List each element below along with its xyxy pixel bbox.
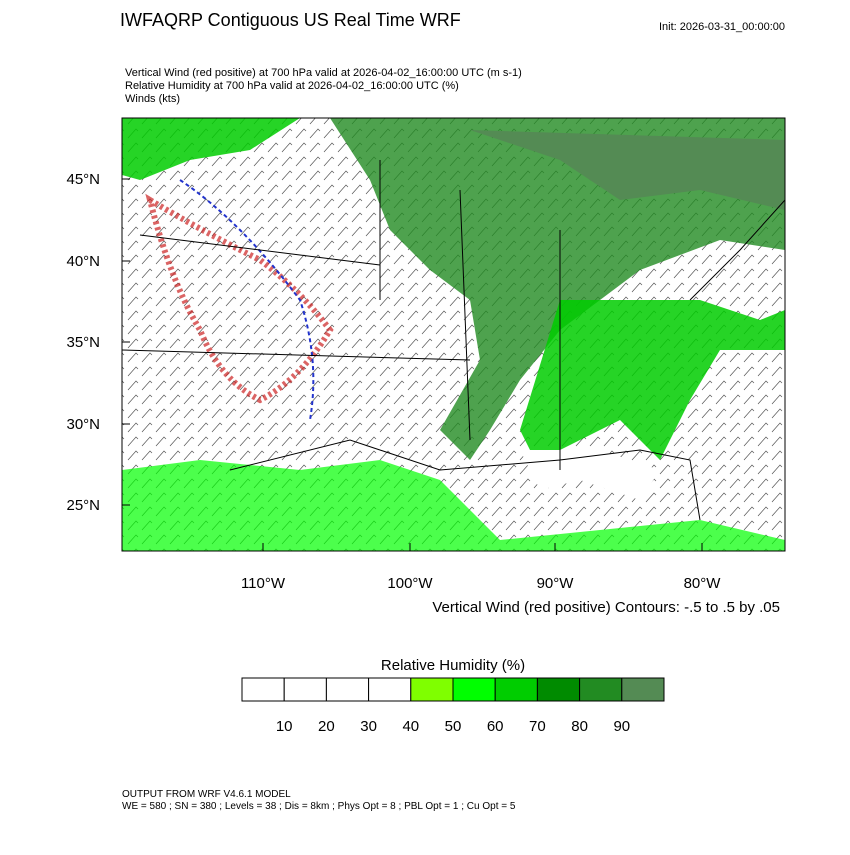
colorbar-label: 30 <box>360 718 377 735</box>
rh-region <box>330 118 785 460</box>
colorbar-label: 60 <box>487 718 504 735</box>
colorbar-label: 90 <box>613 718 630 735</box>
rh-region <box>520 300 785 470</box>
colorbar-title: Relative Humidity (%) <box>381 657 525 674</box>
lat-label: 25°N <box>66 497 100 514</box>
lon-label: 90°W <box>537 575 575 592</box>
colorbar-box <box>452 677 496 702</box>
colorbar-label: 20 <box>318 718 335 735</box>
lat-label: 40°N <box>66 253 100 270</box>
footer-line: WE = 580 ; SN = 380 ; Levels = 38 ; Dis … <box>122 801 516 812</box>
colorbar-label: 50 <box>445 718 462 735</box>
footer-line: OUTPUT FROM WRF V4.6.1 MODEL <box>122 789 291 800</box>
vertical-wind <box>145 193 334 404</box>
rh-region <box>122 118 300 180</box>
title: IWFAQRP Contiguous US Real Time WRF <box>120 10 461 30</box>
colorbar-label: 10 <box>276 718 293 735</box>
colorbar-box <box>579 677 623 702</box>
contour-note: Vertical Wind (red positive) Contours: -… <box>432 599 780 616</box>
colorbar-label: 80 <box>571 718 588 735</box>
rh-region <box>122 460 785 551</box>
colorbar-box <box>368 677 412 702</box>
vertical-wind <box>179 179 315 421</box>
colorbar-box <box>536 677 581 702</box>
lat-label: 30°N <box>66 416 100 433</box>
colorbar-label: 40 <box>402 718 419 735</box>
field-line: Vertical Wind (red positive) at 700 hPa … <box>125 67 522 79</box>
colorbar-box <box>410 677 454 702</box>
map-frame <box>121 117 786 552</box>
lon-label: 110°W <box>241 575 286 592</box>
colorbar-box <box>621 677 665 702</box>
field-line: Relative Humidity at 700 hPa valid at 20… <box>125 80 459 92</box>
field-line: Winds (kts) <box>125 93 180 105</box>
boundary <box>122 160 785 521</box>
lon-label: 80°W <box>684 575 722 592</box>
colorbar-box <box>283 677 327 702</box>
gulf <box>520 450 660 500</box>
lat-label: 35°N <box>66 334 100 351</box>
lat-label: 45°N <box>66 171 100 188</box>
init-time: Init: 2026-03-31_00:00:00 <box>659 21 785 33</box>
colorbar-box <box>241 677 285 702</box>
map <box>122 118 785 551</box>
colorbar-label: 70 <box>529 718 546 735</box>
colorbar-box <box>494 677 538 702</box>
rh-region <box>470 130 785 210</box>
lon-label: 100°W <box>387 575 433 592</box>
colorbar-box <box>325 677 370 702</box>
